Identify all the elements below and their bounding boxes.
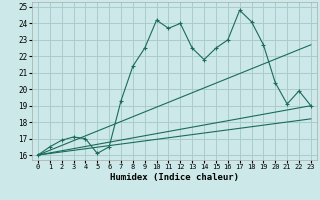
X-axis label: Humidex (Indice chaleur): Humidex (Indice chaleur) [110, 173, 239, 182]
